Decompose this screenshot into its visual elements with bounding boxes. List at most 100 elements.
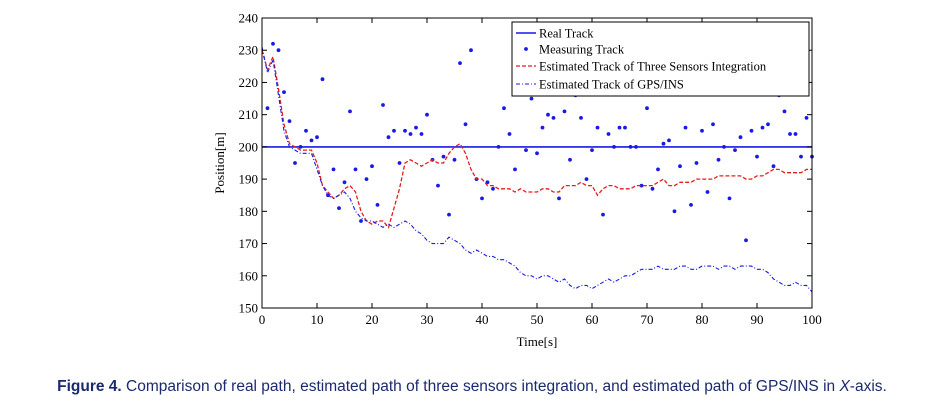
- x-tick-label: 90: [751, 312, 764, 327]
- measuring-point: [568, 157, 572, 162]
- y-tick-label: 230: [239, 43, 259, 58]
- measuring-point: [733, 148, 737, 153]
- measuring-point: [645, 106, 649, 111]
- series-2: [261, 50, 812, 229]
- measuring-point: [700, 128, 704, 133]
- y-tick-label: 220: [239, 75, 259, 90]
- measuring-point: [485, 180, 490, 185]
- measuring-point: [513, 167, 517, 172]
- x-tick-label: 70: [641, 312, 654, 327]
- measuring-point: [375, 203, 380, 207]
- measuring-point: [507, 132, 512, 136]
- legend-item-3: Estimated Track of GPS/INS: [516, 78, 684, 92]
- measuring-point: [579, 116, 583, 120]
- measuring-point: [766, 122, 770, 127]
- measuring-point: [606, 132, 611, 136]
- measuring-point: [683, 125, 688, 130]
- x-tick-label: 10: [311, 312, 324, 327]
- measuring-point: [425, 112, 429, 117]
- measuring-point: [529, 96, 534, 101]
- series-1: [265, 41, 814, 243]
- measuring-point: [788, 132, 792, 136]
- measuring-point: [293, 161, 297, 165]
- y-tick-label: 180: [239, 204, 259, 219]
- measuring-point: [309, 138, 314, 143]
- measuring-point: [551, 116, 556, 120]
- measuring-point: [711, 122, 715, 127]
- x-tick-label: 100: [802, 312, 822, 327]
- measuring-point: [320, 77, 325, 82]
- series-3: [261, 46, 813, 293]
- measuring-point: [799, 154, 803, 159]
- measuring-point: [540, 125, 545, 130]
- measuring-point: [496, 145, 501, 149]
- legend-item-1: Measuring Track: [524, 43, 625, 57]
- measuring-point: [755, 154, 759, 159]
- measuring-point: [628, 145, 633, 149]
- measuring-point: [403, 128, 407, 133]
- measuring-point: [689, 203, 693, 207]
- measuring-point: [612, 145, 616, 149]
- measuring-point: [623, 125, 627, 130]
- measuring-point: [782, 109, 787, 114]
- legend-label: Estimated Track of Three Sensors Integra…: [539, 60, 767, 74]
- measuring-point: [265, 106, 270, 111]
- x-tick-label: 0: [259, 312, 266, 327]
- measuring-point: [469, 48, 473, 53]
- measuring-point: [458, 61, 462, 65]
- measuring-point: [546, 112, 550, 117]
- series-line: [261, 46, 813, 293]
- measuring-point: [304, 128, 308, 133]
- measuring-point: [678, 164, 682, 169]
- measuring-point: [441, 154, 446, 159]
- measuring-point: [348, 109, 352, 114]
- measuring-point: [491, 186, 495, 191]
- measuring-point: [744, 238, 748, 243]
- measuring-point: [722, 145, 726, 149]
- measuring-point: [694, 161, 699, 165]
- measuring-point: [749, 128, 754, 133]
- measuring-point: [386, 135, 391, 140]
- legend-label: Measuring Track: [539, 43, 625, 57]
- measuring-point: [419, 132, 424, 136]
- measuring-point: [381, 103, 385, 107]
- figure-label: Figure 4.: [57, 378, 122, 395]
- measuring-point: [337, 206, 341, 211]
- measuring-point: [595, 125, 600, 130]
- caption-suffix: -axis.: [849, 378, 887, 395]
- measuring-point: [414, 125, 418, 130]
- x-tick-label: 50: [531, 312, 544, 327]
- measuring-point: [447, 212, 451, 217]
- y-tick-label: 210: [239, 107, 259, 122]
- measuring-point: [804, 116, 809, 120]
- measuring-point: [535, 151, 539, 156]
- tick-layer: 0 10 20 30 40 50 60 70 80 90 100 150 160 170 180 190 200…: [239, 11, 822, 328]
- measuring-point: [282, 90, 286, 94]
- legend-item-0: Real Track: [516, 27, 594, 41]
- measuring-point: [342, 180, 347, 185]
- measuring-point: [656, 167, 660, 172]
- y-tick-label: 190: [239, 172, 259, 187]
- measuring-point: [639, 183, 644, 188]
- measuring-point: [760, 125, 765, 130]
- measuring-point: [557, 196, 561, 201]
- y-tick-label: 200: [239, 139, 259, 154]
- y-axis-title: Position[m]: [212, 132, 227, 193]
- measuring-point: [298, 145, 303, 149]
- caption-axis-var: X: [839, 378, 850, 395]
- measuring-point: [716, 157, 721, 162]
- measuring-point: [408, 132, 413, 136]
- measuring-point: [584, 177, 589, 182]
- series-line: [261, 50, 812, 229]
- measuring-point: [793, 132, 798, 136]
- measuring-point: [271, 41, 275, 46]
- legend: Real Track Measuring Track Estimated Track…: [511, 21, 810, 97]
- measuring-point: [276, 48, 281, 53]
- y-tick-label: 240: [239, 11, 259, 26]
- measuring-point: [392, 128, 396, 133]
- y-tick-label: 160: [239, 268, 259, 283]
- x-tick-label: 80: [696, 312, 709, 327]
- measuring-point: [771, 164, 776, 169]
- legend-label: Estimated Track of GPS/INS: [539, 78, 684, 92]
- legend-label: Real Track: [539, 27, 594, 41]
